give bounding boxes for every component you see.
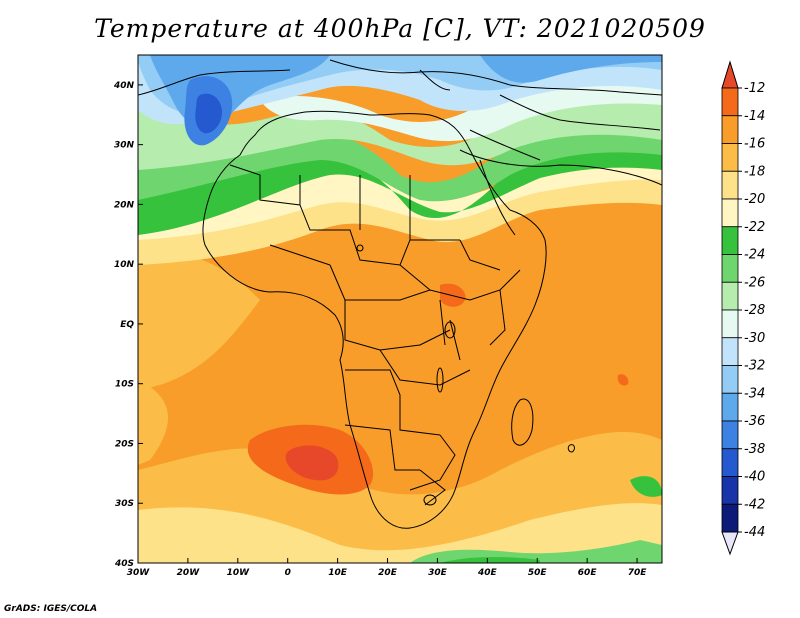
colorbar-label: -30 bbox=[744, 331, 765, 346]
colorbar-swatch bbox=[721, 420, 739, 450]
colorbar-label: -38 bbox=[744, 442, 765, 457]
map-frame bbox=[137, 54, 663, 564]
colorbar-label: -32 bbox=[744, 359, 765, 374]
lat-tick-label: 30N bbox=[114, 141, 135, 151]
colorbar-label: -42 bbox=[744, 497, 765, 512]
colorbar-label: -22 bbox=[744, 220, 765, 235]
colorbar-swatch bbox=[721, 87, 739, 117]
colorbar-swatch bbox=[721, 226, 739, 255]
lon-tick-label: 20E bbox=[378, 568, 398, 578]
colorbar-label: -44 bbox=[744, 525, 765, 540]
colorbar-swatch bbox=[721, 503, 739, 533]
colorbar-label: -24 bbox=[744, 248, 765, 263]
colorbar-swatch bbox=[721, 143, 739, 172]
colorbar-swatch bbox=[721, 365, 739, 394]
lat-tick-label: 40N bbox=[113, 81, 135, 91]
colorbar-label: -34 bbox=[744, 386, 765, 401]
longitude-axis: 30W 20W 10W 0 10E 20E 30E 40E 50E 60E 70E bbox=[127, 558, 647, 578]
colorbar-label: -18 bbox=[744, 164, 765, 179]
colorbar-swatch bbox=[721, 448, 739, 477]
footer-credit: GrADS: IGES/COLA bbox=[4, 604, 98, 614]
colorbar-swatch bbox=[721, 281, 739, 311]
colorbar-label: -14 bbox=[744, 109, 765, 124]
lon-tick-label: 30E bbox=[428, 568, 448, 578]
lon-tick-label: 40E bbox=[477, 568, 498, 578]
colorbar-label: -40 bbox=[744, 470, 765, 485]
lat-tick-label: EQ bbox=[120, 320, 134, 330]
lat-tick-label: 10S bbox=[115, 380, 134, 390]
lon-tick-label: 10E bbox=[328, 568, 348, 578]
lon-tick-label: 20W bbox=[177, 568, 201, 578]
lat-tick-label: 40S bbox=[114, 559, 134, 569]
colorbar-label: -20 bbox=[744, 192, 765, 207]
colorbar-swatch bbox=[721, 170, 739, 200]
lon-tick-label: 30W bbox=[127, 568, 151, 578]
lat-tick-label: 10N bbox=[114, 260, 135, 270]
colorbar-swatch bbox=[721, 392, 739, 422]
colorbar-bottom-arrow bbox=[721, 531, 739, 556]
lon-tick-label: 70E bbox=[628, 568, 648, 578]
lon-tick-label: 60E bbox=[578, 568, 598, 578]
coastlines bbox=[138, 59, 662, 529]
lat-tick-label: 30S bbox=[115, 499, 134, 509]
colorbar-swatch bbox=[721, 254, 739, 283]
colorbar-swatch bbox=[721, 476, 739, 505]
colorbar-label: -36 bbox=[744, 414, 765, 429]
colorbar-label: -26 bbox=[744, 275, 765, 290]
lon-tick-label: 10W bbox=[227, 568, 251, 578]
temperature-field bbox=[138, 55, 662, 563]
colorbar-swatch bbox=[721, 115, 739, 144]
lat-tick-label: 20N bbox=[114, 200, 135, 210]
lon-tick-label: 0 bbox=[285, 568, 291, 578]
lat-tick-label: 20S bbox=[115, 439, 134, 449]
latitude-axis: 40N 30N 20N 10N EQ 10S 20S 30S 40S bbox=[113, 81, 143, 569]
colorbar-top-arrow bbox=[721, 60, 739, 89]
colorbar-swatch bbox=[721, 309, 739, 339]
colorbar-label: -28 bbox=[744, 303, 765, 318]
colorbar-swatch bbox=[721, 337, 739, 366]
colorbar-label: -16 bbox=[744, 137, 765, 152]
colorbar-label: -12 bbox=[744, 81, 765, 96]
lon-tick-label: 50E bbox=[528, 568, 548, 578]
map-title: Temperature at 400hPa [C], VT: 202102050… bbox=[94, 14, 706, 43]
colorbar-swatch bbox=[721, 198, 739, 228]
colorbar: -12 -14 -16 -18 -20 -22 -24 -26 -28 -30 -32 -34 -36 -… bbox=[721, 60, 765, 556]
